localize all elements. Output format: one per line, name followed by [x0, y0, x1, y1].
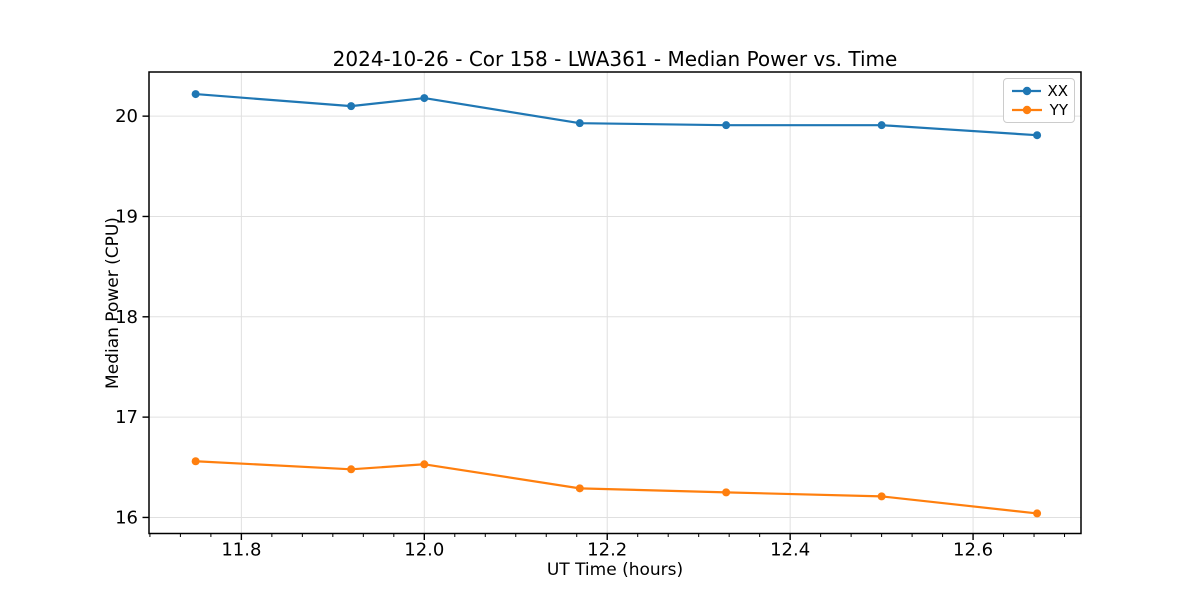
legend-label-yy: YY — [1049, 101, 1068, 120]
x-tick-label: 12.4 — [770, 540, 810, 561]
data-point-yy — [575, 484, 584, 493]
legend-item-xx: XX — [1010, 82, 1068, 100]
y-tick-label: 18 — [115, 307, 138, 328]
x-tick-label: 12.2 — [587, 540, 627, 561]
data-point-xx — [191, 90, 200, 99]
series-line-xx — [195, 92, 1038, 137]
data-point-xx — [575, 119, 584, 128]
y-tick-label: 16 — [115, 507, 138, 528]
legend: XX YY — [1003, 78, 1075, 123]
data-point-xx — [420, 94, 429, 103]
y-tick-label: 17 — [115, 407, 138, 428]
data-point-yy — [191, 457, 200, 466]
data-point-xx — [877, 121, 886, 130]
y-tick-label: 20 — [115, 106, 138, 127]
x-tick-label: 12.0 — [404, 540, 444, 561]
data-point-xx — [347, 102, 356, 111]
data-point-xx — [1033, 131, 1042, 140]
data-point-xx — [722, 121, 731, 130]
data-point-yy — [1033, 509, 1042, 518]
x-axis-label: UT Time (hours) — [546, 560, 684, 580]
plot-border — [148, 71, 1082, 535]
data-point-yy — [722, 488, 731, 497]
x-tick-label: 12.6 — [953, 540, 993, 561]
legend-item-yy: YY — [1010, 101, 1068, 119]
legend-line-marker-icon — [1012, 86, 1042, 95]
legend-line-marker-icon — [1012, 106, 1042, 115]
data-point-yy — [420, 460, 429, 469]
chart-title: 2024-10-26 - Cor 158 - LWA361 - Median P… — [332, 47, 898, 71]
y-tick-label: 19 — [115, 206, 138, 227]
legend-label-xx: XX — [1047, 81, 1068, 100]
data-point-yy — [347, 465, 356, 474]
x-tick-label: 11.8 — [221, 540, 261, 561]
data-point-yy — [877, 492, 886, 501]
series-line-yy — [195, 460, 1038, 515]
